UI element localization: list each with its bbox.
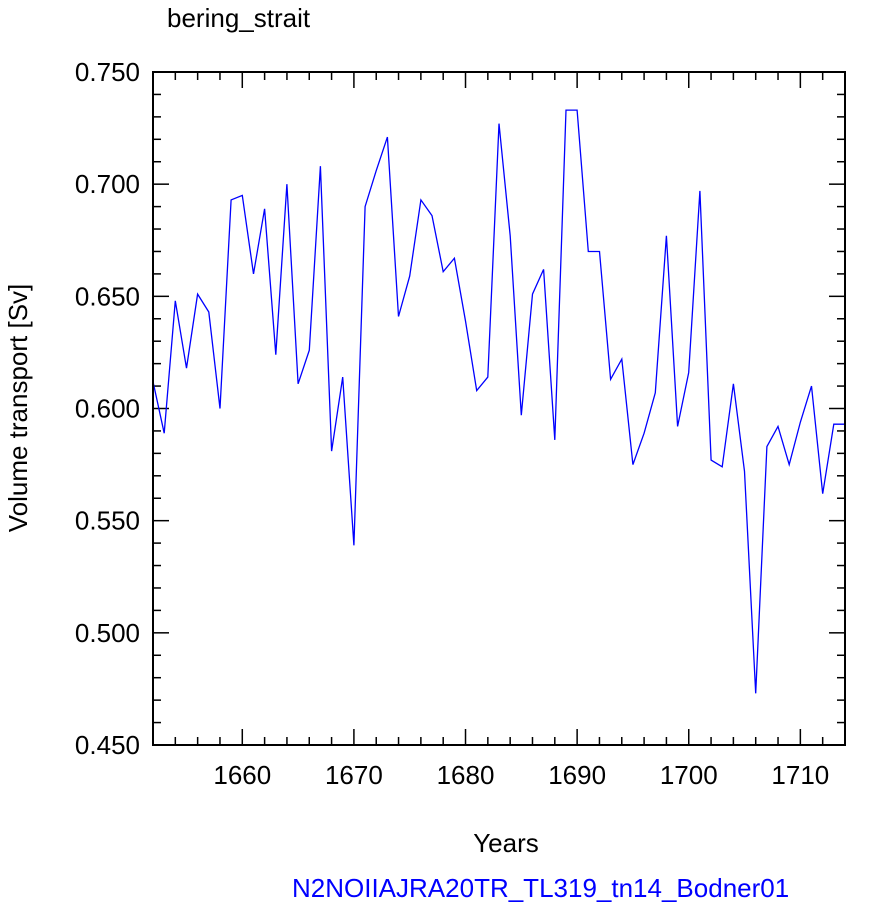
case-name-label: N2NOIIAJRA20TR_TL319_tn14_Bodner01 [292, 873, 790, 903]
plot-frame [152, 71, 846, 746]
y-tick-label: 0.500 [75, 618, 140, 648]
x-tick-label: 1670 [325, 760, 383, 790]
axis-ticks [152, 71, 846, 746]
x-tick-label: 1680 [437, 760, 495, 790]
y-tick-label: 0.550 [75, 506, 140, 536]
x-axis-label: Years [473, 828, 539, 858]
x-tick-label: 1700 [660, 760, 718, 790]
x-tick-label: 1660 [213, 760, 271, 790]
y-tick-label: 0.450 [75, 730, 140, 760]
y-axis-label: Volume transport [Sv] [3, 284, 33, 533]
y-tick-label: 0.650 [75, 281, 140, 311]
tick-labels: 1660 1670 1680 1690 1700 1710 0.450 0.500 0.550 0… [75, 57, 829, 790]
y-tick-label: 0.750 [75, 57, 140, 87]
series-line [152, 109, 845, 694]
chart-title: bering_strait [167, 3, 311, 33]
y-tick-label: 0.600 [75, 394, 140, 424]
y-tick-label: 0.700 [75, 169, 140, 199]
x-tick-label: 1710 [771, 760, 829, 790]
x-tick-label: 1690 [548, 760, 606, 790]
series-layer [152, 109, 845, 694]
